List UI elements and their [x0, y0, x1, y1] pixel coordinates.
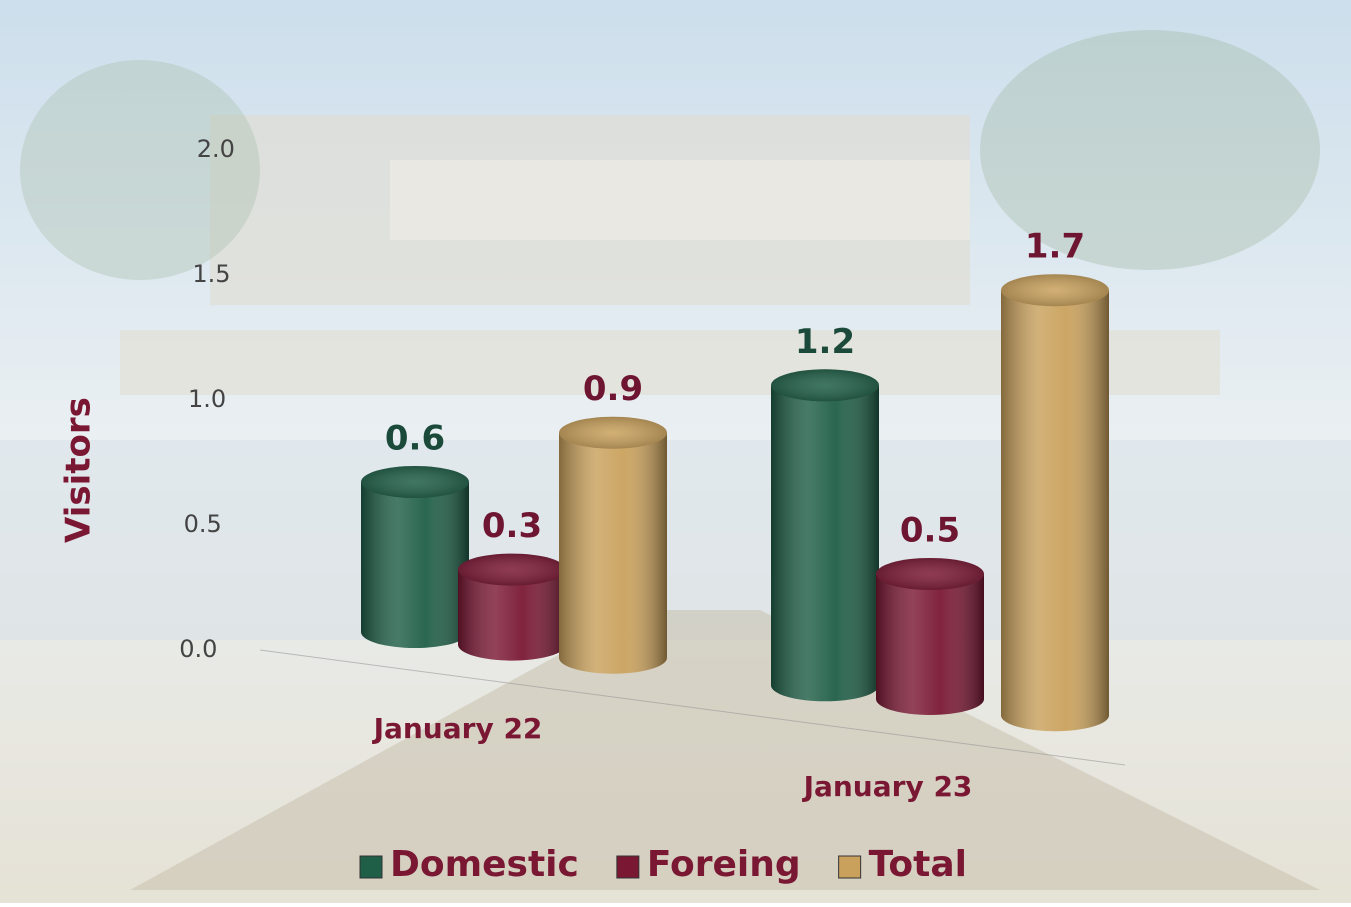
- value-label: 1.2: [795, 322, 855, 362]
- x-tick-label: January 23: [802, 770, 973, 803]
- bar-shading: [361, 482, 469, 648]
- floor-line: [259, 649, 1126, 766]
- bar-top-shading: [559, 416, 667, 449]
- bar-shading: [1001, 290, 1109, 732]
- bar-top-shading: [771, 369, 879, 402]
- bar-top-shading: [458, 553, 566, 586]
- value-label: 0.9: [583, 369, 643, 409]
- legend-label: Foreing: [647, 844, 801, 885]
- y-tick-label: 1.5: [192, 260, 230, 288]
- bar-top-shading: [1001, 274, 1109, 307]
- y-tick-label: 0.5: [184, 510, 222, 538]
- bar-shading: [458, 569, 566, 661]
- value-label: 0.5: [900, 510, 960, 550]
- y-tick-label: 0.0: [179, 635, 217, 663]
- value-label: 1.7: [1025, 227, 1085, 267]
- legend-swatch: [616, 855, 640, 879]
- legend-label: Domestic: [390, 844, 579, 885]
- value-label: 0.6: [385, 419, 445, 459]
- bar-shading: [559, 432, 667, 674]
- y-axis-label: Visitors: [59, 397, 99, 543]
- y-tick-label: 2.0: [197, 135, 235, 163]
- legend-swatch: [359, 855, 383, 879]
- y-tick-label: 1.0: [188, 385, 226, 413]
- bar-shading: [876, 573, 984, 715]
- bar-top-shading: [361, 466, 469, 498]
- value-label: 0.3: [482, 506, 542, 546]
- bar-shading: [771, 385, 879, 702]
- bar-top-shading: [876, 557, 984, 590]
- legend-label: Total: [869, 844, 967, 885]
- x-tick-label: January 22: [372, 712, 543, 745]
- legend-swatch: [838, 855, 862, 879]
